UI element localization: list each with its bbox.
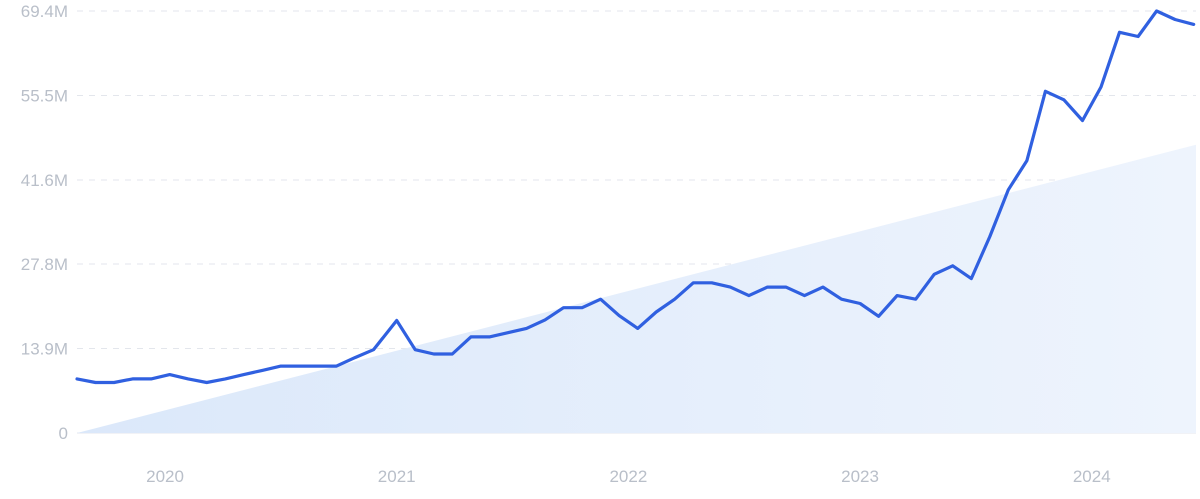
data-point: [1118, 30, 1122, 34]
data-point: [353, 356, 357, 360]
data-point: [932, 272, 936, 276]
data-point: [895, 294, 899, 298]
trend-band-layer: [77, 144, 1196, 434]
data-point: [951, 264, 955, 268]
data-point: [413, 348, 417, 352]
data-point: [914, 297, 918, 301]
data-point: [691, 281, 695, 285]
series-line-layer: [75, 9, 1196, 385]
data-point: [877, 314, 881, 318]
x-tick-label: 2021: [378, 467, 416, 486]
data-point: [858, 302, 862, 306]
data-point: [279, 364, 283, 368]
data-point: [395, 319, 399, 323]
data-point: [372, 348, 376, 352]
data-point: [1099, 85, 1103, 89]
data-point: [205, 381, 209, 385]
y-tick-label: 41.6M: [21, 171, 68, 190]
data-point: [710, 281, 714, 285]
data-point: [432, 352, 436, 356]
data-point: [1081, 119, 1085, 123]
x-tick-label: 2020: [146, 467, 184, 486]
data-point: [487, 335, 491, 339]
data-point: [1062, 98, 1066, 102]
data-point: [599, 297, 603, 301]
data-point: [1173, 18, 1177, 22]
data-point: [821, 285, 825, 289]
data-point: [112, 381, 116, 385]
data-point: [1136, 35, 1140, 39]
data-point: [803, 294, 807, 298]
data-point: [335, 364, 339, 368]
data-point: [168, 373, 172, 377]
data-point: [469, 335, 473, 339]
data-point: [784, 285, 788, 289]
series-line: [75, 9, 1196, 385]
x-axis-tick-labels: 2020 2021 2022 2023 2024: [146, 467, 1111, 486]
y-tick-label: 69.4M: [21, 2, 68, 21]
data-point: [75, 377, 79, 381]
data-point: [450, 352, 454, 356]
data-point: [1006, 188, 1010, 192]
data-point: [728, 285, 732, 289]
data-point: [543, 318, 547, 322]
data-point: [840, 297, 844, 301]
data-point: [580, 306, 584, 310]
y-tick-label: 0: [59, 424, 68, 443]
data-point: [1043, 89, 1047, 93]
y-tick-label: 13.9M: [21, 339, 68, 358]
data-point: [131, 377, 135, 381]
data-point: [94, 381, 98, 385]
data-point: [223, 377, 227, 381]
x-tick-label: 2023: [841, 467, 879, 486]
data-point: [654, 310, 658, 314]
trend-band-area: [77, 144, 1196, 434]
data-point: [297, 364, 301, 368]
y-tick-label: 27.8M: [21, 255, 68, 274]
data-point: [636, 326, 640, 330]
data-point: [617, 314, 621, 318]
data-point: [260, 368, 264, 372]
data-point: [242, 373, 246, 377]
data-point: [747, 294, 751, 298]
data-point: [969, 277, 973, 281]
data-point: [149, 377, 153, 381]
data-point: [765, 285, 769, 289]
data-point: [316, 364, 320, 368]
data-point: [1025, 159, 1029, 163]
data-point: [673, 297, 677, 301]
data-point: [1155, 9, 1159, 13]
data-point: [186, 377, 190, 381]
data-point: [506, 331, 510, 335]
y-axis-tick-labels: 0 13.9M 27.8M 41.6M 55.5M 69.4M: [21, 2, 68, 443]
x-tick-label: 2024: [1073, 467, 1111, 486]
x-tick-label: 2022: [609, 467, 647, 486]
data-point: [562, 306, 566, 310]
y-tick-label: 55.5M: [21, 87, 68, 106]
data-point: [1192, 22, 1196, 26]
data-point: [988, 235, 992, 239]
data-point: [525, 326, 529, 330]
